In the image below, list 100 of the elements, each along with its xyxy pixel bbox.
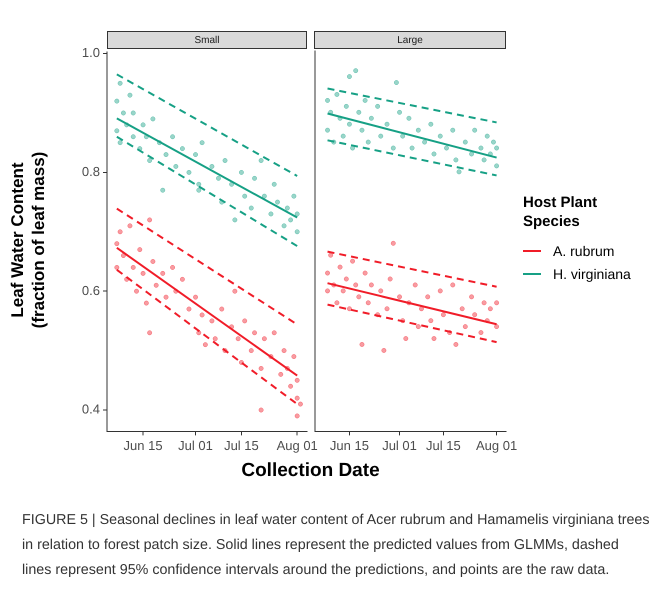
point	[425, 294, 430, 300]
point	[368, 282, 374, 288]
point	[360, 342, 364, 347]
point	[118, 80, 123, 86]
point	[390, 240, 396, 246]
point	[118, 229, 123, 234]
point	[462, 324, 468, 330]
point	[200, 140, 205, 146]
point	[350, 258, 356, 264]
point	[438, 134, 443, 139]
point	[406, 116, 412, 121]
point	[397, 294, 402, 300]
point	[242, 318, 248, 324]
point	[362, 98, 368, 103]
point	[219, 306, 224, 312]
point	[294, 396, 300, 401]
point	[344, 276, 349, 282]
y-tick-label: 0.4	[82, 402, 100, 417]
point	[294, 378, 300, 383]
point	[150, 259, 156, 264]
point	[130, 134, 136, 140]
x-tick-label: Jul 01	[178, 438, 213, 453]
point	[147, 330, 152, 336]
point	[453, 157, 458, 162]
point	[462, 140, 468, 145]
point	[353, 68, 358, 74]
point	[238, 170, 244, 175]
point	[284, 206, 290, 210]
point	[232, 288, 238, 294]
point	[170, 264, 176, 270]
y-axis-title: Leaf Water Content (fraction of leaf mass)	[7, 150, 49, 330]
point	[144, 300, 149, 306]
y-tick-label: 1.0	[82, 45, 100, 60]
point	[272, 330, 277, 336]
y-tick-label: 0.6	[82, 282, 100, 298]
point	[200, 312, 205, 318]
point	[469, 294, 474, 300]
point	[202, 342, 208, 348]
point	[416, 324, 421, 330]
chart-title: Large	[314, 31, 506, 49]
point	[494, 146, 500, 150]
point	[193, 294, 198, 300]
point	[282, 348, 286, 354]
point	[248, 348, 254, 354]
point	[160, 270, 166, 276]
point	[416, 128, 421, 133]
point	[120, 110, 126, 116]
point	[456, 169, 462, 174]
point	[114, 98, 120, 104]
point	[428, 318, 434, 324]
legend-title: Host Plant Species	[523, 193, 598, 231]
point	[388, 276, 393, 282]
point	[325, 288, 330, 294]
point	[410, 146, 415, 150]
point	[346, 122, 352, 127]
point	[494, 163, 500, 168]
point	[160, 188, 166, 193]
legend-label: A. rubrum	[553, 242, 614, 258]
point	[432, 336, 436, 341]
point	[120, 253, 126, 258]
point	[360, 128, 364, 133]
point	[390, 146, 396, 150]
point	[450, 128, 456, 133]
point	[428, 122, 434, 127]
point	[164, 294, 168, 300]
point	[180, 146, 185, 152]
point	[278, 372, 284, 377]
point	[484, 134, 490, 139]
point	[130, 264, 136, 270]
point	[328, 252, 334, 258]
point	[170, 134, 176, 140]
point	[236, 336, 241, 342]
point	[147, 217, 152, 222]
point	[288, 217, 294, 222]
point	[494, 324, 500, 330]
point	[242, 194, 248, 199]
point	[400, 134, 406, 139]
point	[334, 300, 340, 306]
point	[460, 306, 465, 312]
point	[366, 140, 371, 145]
point	[381, 348, 386, 353]
point	[346, 306, 352, 312]
x-tick-label: Jul 15	[224, 438, 259, 453]
point	[196, 188, 202, 193]
point	[469, 152, 474, 156]
point	[186, 170, 192, 175]
point	[140, 270, 146, 276]
legend-label: H. virginiana	[553, 266, 631, 282]
point	[325, 128, 330, 133]
point	[196, 182, 202, 187]
point	[114, 264, 120, 270]
point	[212, 336, 218, 342]
point	[130, 110, 136, 116]
point	[150, 116, 156, 122]
point	[294, 212, 300, 216]
point	[173, 164, 178, 169]
x-tick-label: Jun 15	[330, 438, 369, 453]
point	[472, 128, 478, 133]
point	[268, 212, 274, 216]
point	[482, 157, 487, 162]
